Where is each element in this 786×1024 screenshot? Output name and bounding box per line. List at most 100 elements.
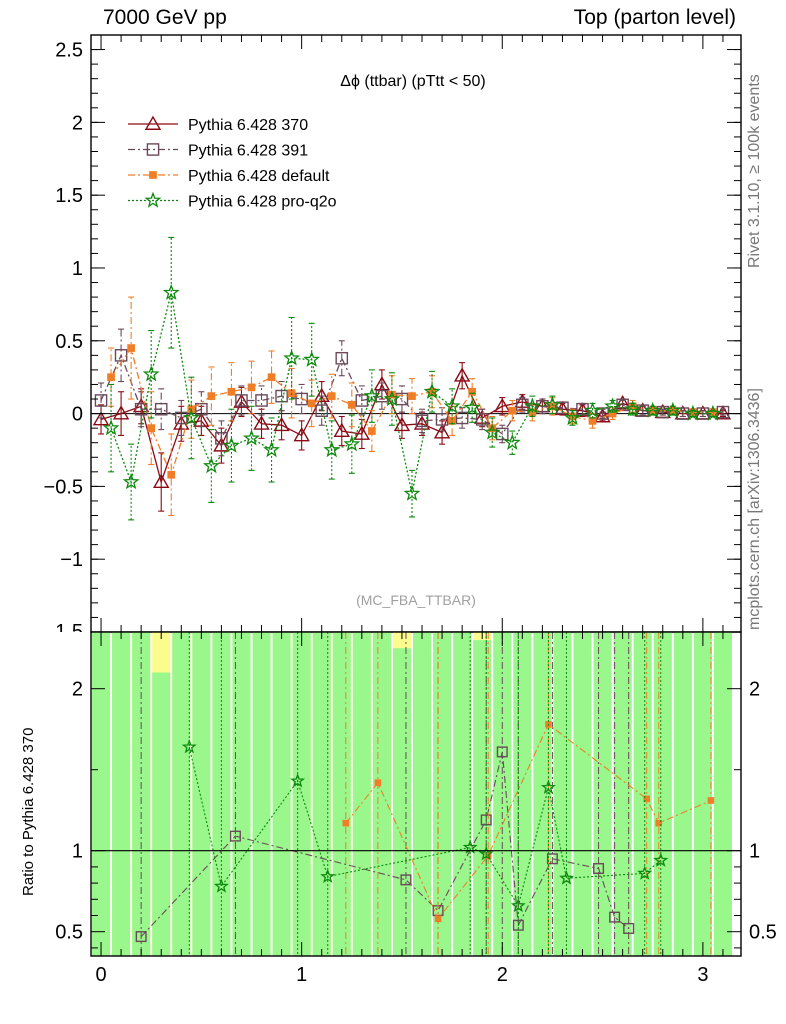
header-energy-label: 7000 GeV pp: [103, 6, 227, 29]
legend-label: Pythia 6.428 370: [188, 117, 308, 134]
data-point: [202, 457, 220, 474]
data-point: [273, 416, 290, 432]
y-tick-label: 2.5: [55, 40, 83, 62]
data-point: [92, 410, 110, 426]
band-green: [673, 632, 692, 956]
data-point: [604, 397, 622, 414]
data-point: [263, 441, 280, 458]
data-point: [548, 402, 557, 411]
data-point: [564, 409, 581, 426]
band-green: [352, 632, 371, 956]
ratio-point: [643, 795, 651, 803]
ratio-point: [593, 863, 605, 875]
data-point: [388, 390, 396, 399]
band-green: [433, 632, 452, 956]
data-point: [343, 435, 361, 452]
data-point: [488, 424, 497, 432]
band-green: [192, 632, 211, 956]
ratio-y-tick-label: 2: [72, 679, 83, 701]
legend-marker: [146, 143, 160, 156]
ratio-point: [320, 868, 336, 884]
data-point: [227, 387, 236, 396]
data-point: [463, 398, 481, 415]
ratio-line: [140, 751, 630, 937]
data-point: [112, 405, 130, 420]
data-point: [383, 390, 401, 407]
band-green: [412, 632, 432, 956]
data-point: [523, 397, 541, 414]
data-point: [544, 395, 561, 412]
data-point: [624, 400, 642, 417]
ratio-y-tick-label-right: 0.5: [749, 922, 777, 944]
band-green: [573, 632, 592, 956]
ratio-point: [342, 819, 350, 827]
analysis-watermark: (MC_FBA_TTBAR): [356, 592, 476, 608]
data-point: [403, 484, 421, 501]
data-point: [363, 387, 381, 404]
band-green: [392, 648, 411, 956]
band-green: [152, 672, 171, 956]
ratio-frame: [90, 631, 742, 957]
x-tick-label: 1: [296, 964, 307, 986]
data-point: [508, 406, 517, 415]
data-point: [102, 419, 120, 436]
ratio-line: [188, 746, 662, 908]
band-green: [713, 632, 732, 956]
ratio-y-tick-label: 0.5: [55, 922, 83, 944]
band-green: [272, 632, 291, 956]
ratio-panel: 0.5 0.5 1 1 2 2 0 1 2 3: [55, 631, 777, 986]
band-green: [473, 640, 492, 956]
ratio-point: [707, 797, 715, 804]
ratio-point: [400, 874, 412, 886]
data-point: [235, 394, 248, 407]
x-tick-label: 3: [697, 964, 708, 986]
band-green: [533, 632, 552, 956]
ratio-y-tick-label-right: 2: [749, 679, 760, 701]
data-point: [242, 429, 261, 446]
data-point: [448, 417, 456, 425]
data-point: [107, 373, 115, 382]
data-point: [295, 392, 308, 406]
x-tick-label: 0: [95, 964, 106, 986]
data-point: [267, 373, 276, 382]
ratio-point: [609, 911, 621, 923]
data-point: [195, 402, 208, 416]
data-point: [335, 351, 349, 365]
band-green: [232, 632, 251, 956]
main-data: [92, 236, 732, 521]
legend-label: Pythia 6.428 default: [188, 168, 330, 185]
ratio-point: [181, 739, 197, 754]
main-panel: Δϕ (ttbar) (pTtt < 50) (MC_FBA_TTBAR) Pyth…: [44, 34, 742, 643]
band-green: [332, 632, 351, 956]
band-green: [633, 632, 652, 956]
data-point: [347, 400, 356, 409]
data-point: [313, 387, 330, 403]
series-1: [94, 328, 730, 457]
data-point: [162, 283, 180, 300]
ratio-point: [229, 830, 241, 842]
legend-marker: [144, 191, 162, 208]
plot-title: Δϕ (ttbar) (pTtt < 50): [340, 73, 485, 90]
ratio-point: [637, 865, 653, 880]
data-point: [153, 473, 170, 488]
ratio-line: [345, 723, 712, 920]
data-point: [494, 397, 511, 413]
data-point: [435, 413, 449, 426]
legend-item-0: Pythia 6.428 370: [128, 115, 308, 134]
data-point: [327, 392, 336, 400]
data-point: [167, 470, 176, 479]
data-point: [127, 344, 135, 352]
data-point: [656, 405, 670, 419]
y-tick-label-clipped: 1.5: [55, 621, 83, 643]
band-green: [553, 632, 572, 956]
band-green: [693, 632, 712, 956]
band-green: [112, 632, 131, 956]
band-green: [172, 632, 191, 956]
legend-item-2: Pythia 6.428 default: [128, 168, 330, 185]
data-point: [443, 397, 461, 414]
x-tick-label: 2: [497, 964, 508, 986]
data-point: [704, 404, 722, 421]
ratio-point: [559, 870, 574, 885]
ratio-point: [213, 878, 229, 893]
